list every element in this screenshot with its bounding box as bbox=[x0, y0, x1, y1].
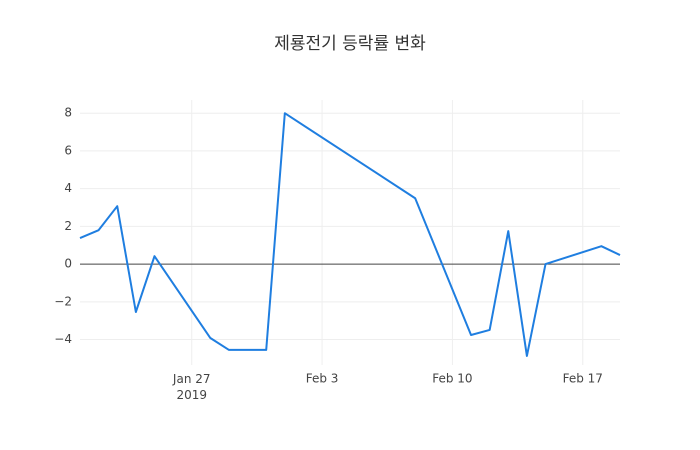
y-tick-label: 0 bbox=[64, 257, 72, 271]
y-tick-label: −2 bbox=[54, 294, 72, 308]
x-tick-label: Feb 17 bbox=[563, 372, 603, 386]
x-tick-label: Feb 3 bbox=[306, 372, 339, 386]
data-line bbox=[79, 112, 621, 357]
y-tick-label: 4 bbox=[64, 181, 72, 195]
y-tick-label: 6 bbox=[64, 143, 72, 157]
x-tick-label: Jan 27 2019 bbox=[172, 372, 211, 402]
y-tick-label: 2 bbox=[64, 219, 72, 233]
y-tick-label: −4 bbox=[54, 332, 72, 346]
y-tick-label: 8 bbox=[64, 106, 72, 120]
chart-title: 제룡전기 등락률 변화 bbox=[274, 34, 426, 54]
x-tick-label: Feb 10 bbox=[432, 372, 472, 386]
